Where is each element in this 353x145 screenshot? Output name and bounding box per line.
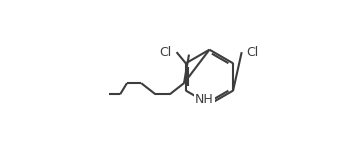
Text: NH: NH (195, 93, 214, 106)
Text: Cl: Cl (159, 46, 172, 59)
Text: Cl: Cl (247, 46, 259, 59)
